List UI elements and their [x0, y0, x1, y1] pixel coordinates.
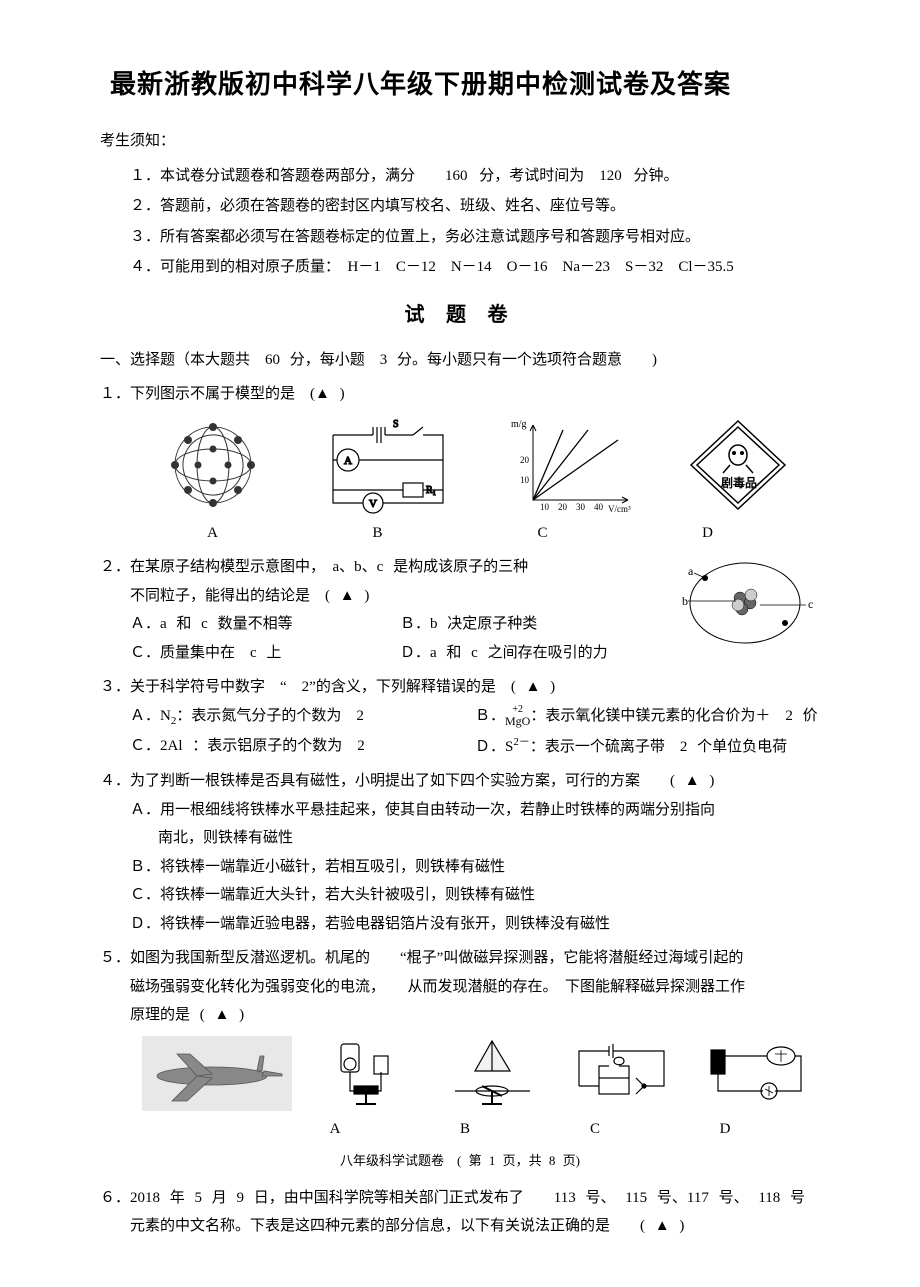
q5-stem: 磁场强弱变化转化为强弱变化的电流， 从而发现潜艇的存在。 下图能解释磁异探测器工… — [130, 973, 820, 1002]
option-label: C — [460, 519, 625, 548]
q5-image-c — [564, 1036, 679, 1111]
option-label: A — [270, 1115, 400, 1144]
q3-stem: ３．关于科学符号中数字 “ 2”的含义，下列解释错误的是 ( ▲ ) — [100, 673, 820, 702]
chart-tick: 40 — [594, 502, 604, 512]
svg-text:S: S — [393, 419, 399, 430]
q1-option-labels: A B C D — [130, 519, 790, 548]
q5-image-plane — [142, 1036, 292, 1111]
option-label: A — [130, 519, 295, 548]
notice-item: ２．答题前，必须在答题卷的密封区内填写校名、班级、姓名、座位号等。 — [130, 192, 820, 221]
q2-atom-diagram: a b c — [680, 553, 820, 653]
option-label: D — [625, 519, 790, 548]
chart-x-label: V/cm³ — [608, 504, 631, 514]
q5-stem: ５．如图为我国新型反潜巡逻机。机尾的 “棍子”叫做磁异探测器，它能将潜艇经过海域… — [100, 944, 820, 973]
q5-option-labels: A B C D — [270, 1115, 790, 1144]
option-c: Ｃ．质量集中在 c 上 — [130, 639, 400, 668]
atom-label-b: b — [682, 594, 688, 608]
q3-options: Ａ．N2：表示氮气分子的个数为 2 Ｂ．+2MgO：表示氧化镁中镁元素的化合价为… — [130, 702, 820, 761]
atom-label-a: a — [688, 564, 694, 578]
q1-image-row: S A V R₁ m/g V/cm³ 10 20 10 — [140, 415, 810, 515]
option-b: Ｂ．+2MgO：表示氧化镁中镁元素的化合价为＋ 2 价 — [475, 702, 820, 732]
question-3: ３．关于科学符号中数字 “ 2”的含义，下列解释错误的是 ( ▲ ) Ａ．N2：… — [100, 673, 820, 761]
option-label: B — [400, 1115, 530, 1144]
section-1-header: 一、选择题（本大题共 60 分，每小题 3 分。每小题只有一个选项符合题意 ) — [100, 346, 820, 375]
page-title: 最新浙教版初中科学八年级下册期中检测试卷及答案 — [110, 60, 820, 109]
notice-item: １．本试卷分试题卷和答题卷两部分，满分 160 分，考试时间为 120 分钟。 — [130, 162, 820, 191]
notice-item: ４．可能用到的相对原子质量： H－1 C－12 N－14 O－16 Na－23 … — [130, 253, 820, 282]
option-c: Ｃ．2Al ：表示铝原子的个数为 2 — [130, 732, 475, 762]
option-a: Ａ．N2：表示氮气分子的个数为 2 — [130, 702, 475, 732]
question-2: a b c ２．在某原子结构模型示意图中， a、b、c 是构成该原子的三种 不同… — [100, 553, 820, 667]
chart-tick: 20 — [558, 502, 568, 512]
option-label: B — [295, 519, 460, 548]
q1-image-d: 剧毒品 — [683, 415, 793, 515]
option-d: Ｄ．a 和 c 之间存在吸引的力 — [400, 639, 670, 668]
notice-item: ３．所有答案都必须写在答题卷标定的位置上，务必注意试题序号和答题序号相对应。 — [130, 223, 820, 252]
option-b: Ｂ．将铁棒一端靠近小磁针，若相互吸引，则铁棒有磁性 — [130, 853, 820, 882]
notice-list: １．本试卷分试题卷和答题卷两部分，满分 160 分，考试时间为 120 分钟。 … — [130, 162, 820, 282]
svg-text:A: A — [344, 455, 352, 467]
chart-tick: 20 — [520, 455, 530, 465]
option-c: Ｃ．将铁棒一端靠近大头针，若大头针被吸引，则铁棒有磁性 — [130, 881, 820, 910]
option-label: D — [660, 1115, 790, 1144]
q1-stem: １．下列图示不属于模型的是 (▲ ) — [100, 380, 820, 409]
q6-stem: 元素的中文名称。下表是这四种元素的部分信息，以下有关说法正确的是 ( ▲ ) — [130, 1212, 820, 1241]
option-a-cont: 南北，则铁棒有磁性 — [130, 824, 848, 853]
q5-stem: 原理的是 ( ▲ ) — [130, 1001, 820, 1030]
q4-options: Ａ．用一根细线将铁棒水平悬挂起来，使其自由转动一次，若静止时铁棒的两端分别指向 … — [130, 796, 820, 939]
q1-image-c: m/g V/cm³ 10 20 10 20 30 40 — [508, 415, 638, 515]
q5-image-d — [693, 1036, 808, 1111]
option-label: C — [530, 1115, 660, 1144]
svg-text:V: V — [369, 498, 377, 510]
q6-stem: ６．2018 年 5 月 9 日，由中国科学院等相关部门正式发布了 113 号、… — [100, 1184, 820, 1213]
option-b: Ｂ．b 决定原子种类 — [400, 610, 670, 639]
notice-header: 考生须知： — [100, 127, 820, 156]
q2-options: Ａ．a 和 c 数量不相等 Ｂ．b 决定原子种类 Ｃ．质量集中在 c 上 Ｄ．a… — [130, 610, 670, 667]
chart-tick: 10 — [520, 475, 530, 485]
chart-y-label: m/g — [511, 419, 527, 430]
q4-stem: ４．为了判断一根铁棒是否具有磁性，小明提出了如下四个实验方案，可行的方案 ( ▲… — [100, 767, 820, 796]
question-6: ６．2018 年 5 月 9 日，由中国科学院等相关部门正式发布了 113 号、… — [100, 1184, 820, 1241]
svg-text:R₁: R₁ — [426, 485, 436, 496]
chart-tick: 30 — [576, 502, 586, 512]
q5-image-row — [140, 1036, 810, 1111]
paper-section-header: 试 题 卷 — [100, 296, 820, 334]
q1-image-b: S A V R₁ — [313, 415, 463, 515]
q5-image-b — [435, 1036, 550, 1111]
q5-image-a — [306, 1036, 421, 1111]
page-footer: 八年级科学试题卷 ( 第 1 页，共 8 页) — [100, 1149, 820, 1174]
question-5: ５．如图为我国新型反潜巡逻机。机尾的 “棍子”叫做磁异探测器，它能将潜艇经过海域… — [100, 944, 820, 1143]
toxic-label: 剧毒品 — [721, 475, 757, 490]
option-d: Ｄ．S2－：表示一个硫离子带 2 个单位负电荷 — [475, 732, 820, 762]
chart-tick: 10 — [540, 502, 550, 512]
option-a: Ａ．a 和 c 数量不相等 — [130, 610, 400, 639]
question-1: １．下列图示不属于模型的是 (▲ ) S — [100, 380, 820, 547]
option-a: Ａ．用一根细线将铁棒水平悬挂起来，使其自由转动一次，若静止时铁棒的两端分别指向 — [130, 796, 820, 825]
q1-image-a — [158, 415, 268, 515]
atom-label-c: c — [808, 597, 813, 611]
question-4: ４．为了判断一根铁棒是否具有磁性，小明提出了如下四个实验方案，可行的方案 ( ▲… — [100, 767, 820, 938]
option-d: Ｄ．将铁棒一端靠近验电器，若验电器铝箔片没有张开，则铁棒没有磁性 — [130, 910, 820, 939]
